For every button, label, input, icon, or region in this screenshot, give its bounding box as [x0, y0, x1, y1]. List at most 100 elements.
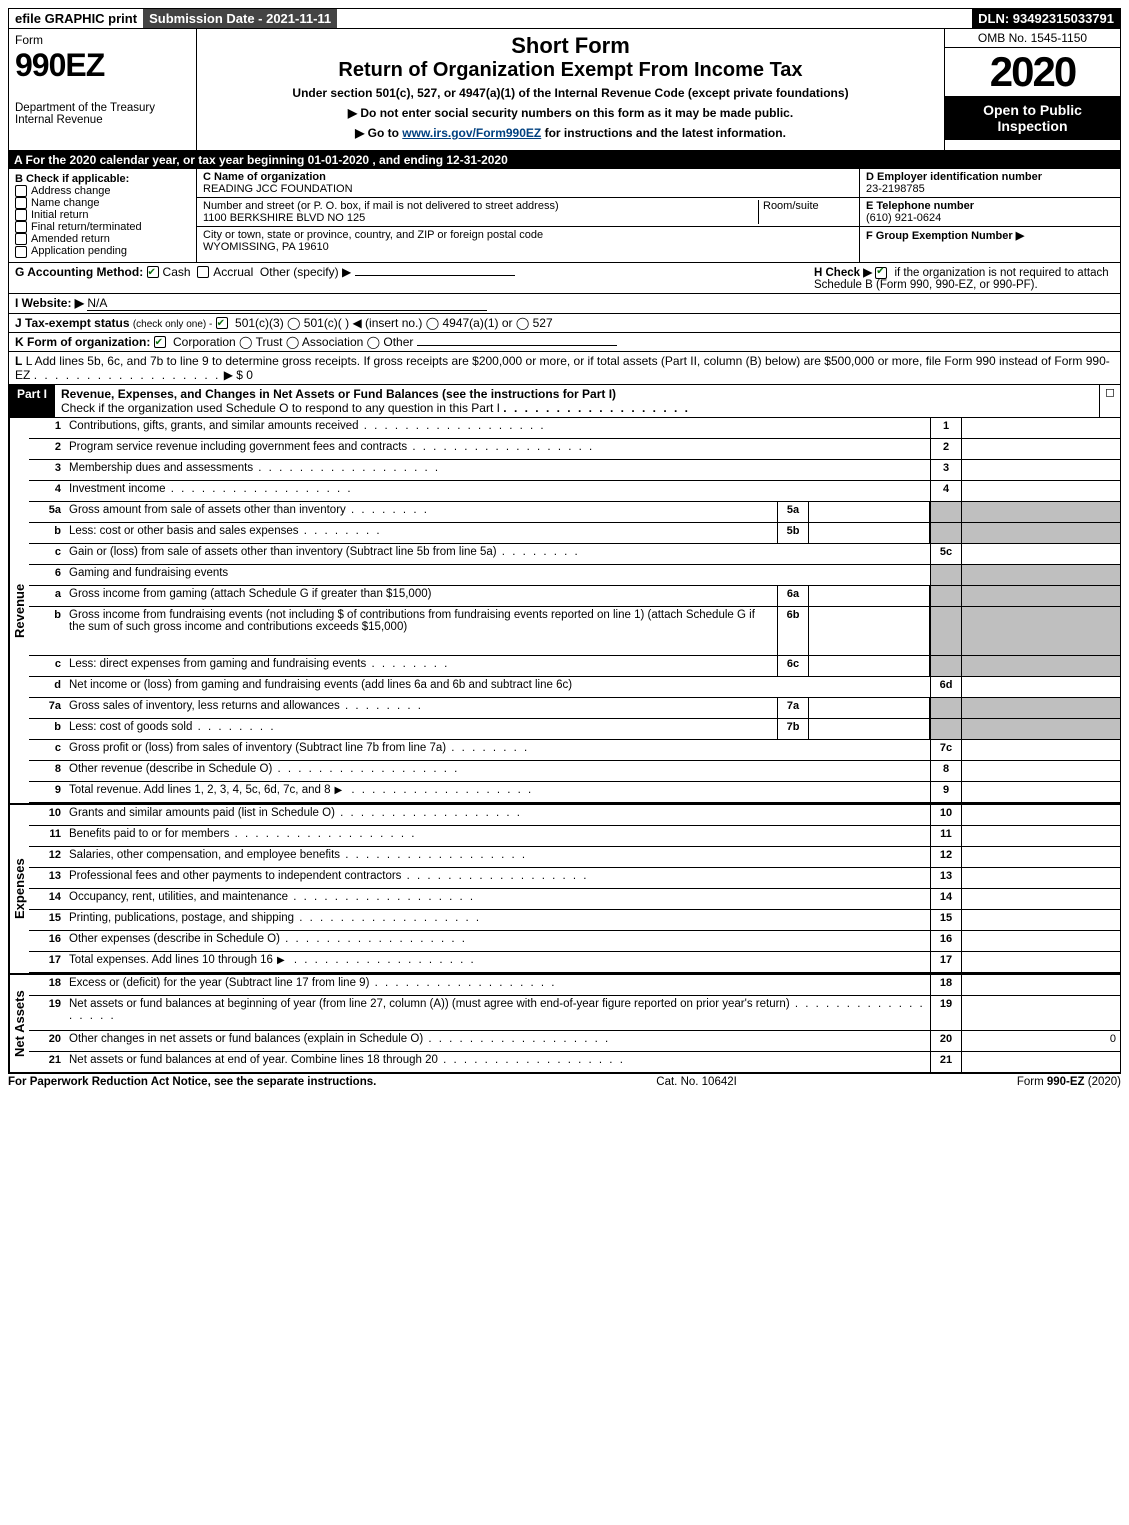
efile-label: efile GRAPHIC print [9, 9, 143, 28]
l-amount: ▶ $ 0 [224, 368, 253, 382]
org-name: READING JCC FOUNDATION [203, 183, 353, 195]
c-name-label: C Name of organization [203, 171, 326, 183]
room-label: Room/suite [763, 200, 819, 212]
chk-address[interactable]: Address change [15, 185, 190, 197]
chk-501c3[interactable] [216, 317, 228, 329]
line-k: K Form of organization: Corporation ◯ Tr… [8, 333, 1121, 352]
top-bar: efile GRAPHIC print Submission Date - 20… [8, 8, 1121, 29]
part1-title: Revenue, Expenses, and Changes in Net As… [61, 387, 616, 401]
tax-year: 2020 [945, 48, 1120, 96]
row-3: 3Membership dues and assessments3 [29, 460, 1120, 481]
revenue-section: Revenue 1Contributions, gifts, grants, a… [8, 418, 1121, 803]
page-footer: For Paperwork Reduction Act Notice, see … [8, 1074, 1121, 1090]
chk-h[interactable] [875, 267, 887, 279]
h-label: H Check ▶ [814, 267, 872, 279]
row-7b: bLess: cost of goods sold7b [29, 719, 1120, 740]
row-14: 14Occupancy, rent, utilities, and mainte… [29, 889, 1120, 910]
org-street: 1100 BERKSHIRE BLVD NO 125 [203, 212, 365, 224]
ein: 23-2198785 [866, 183, 925, 195]
d-ein-label: D Employer identification number [866, 171, 1042, 183]
row-11: 11Benefits paid to or for members11 [29, 826, 1120, 847]
row-20: 20Other changes in net assets or fund ba… [29, 1031, 1120, 1052]
revenue-label: Revenue [9, 418, 29, 803]
j-label: J Tax-exempt status [15, 316, 130, 330]
form-header: Form 990EZ Department of the Treasury In… [8, 29, 1121, 151]
row-5b: bLess: cost or other basis and sales exp… [29, 523, 1120, 544]
i-label: I Website: ▶ [15, 296, 84, 310]
form-label: Form [15, 33, 190, 47]
return-title: Return of Organization Exempt From Incom… [203, 59, 938, 82]
part1-header: Part I Revenue, Expenses, and Changes in… [8, 385, 1121, 418]
expenses-section: Expenses 10Grants and similar amounts pa… [8, 803, 1121, 973]
expenses-label: Expenses [9, 805, 29, 973]
arrow-icon [330, 784, 346, 796]
footer-left: For Paperwork Reduction Act Notice, see … [8, 1076, 376, 1088]
row-6b: bGross income from fundraising events (n… [29, 607, 1120, 656]
line-i: I Website: ▶ N/A [8, 294, 1121, 314]
dept-label: Department of the Treasury [15, 102, 190, 114]
form-number: 990EZ [15, 47, 190, 84]
line-j: J Tax-exempt status (check only one) - 5… [8, 314, 1121, 333]
row-9: 9Total revenue. Add lines 1, 2, 3, 4, 5c… [29, 782, 1120, 803]
line-g-h: G Accounting Method: Cash Accrual Other … [8, 263, 1121, 294]
row-6c: cLess: direct expenses from gaming and f… [29, 656, 1120, 677]
chk-final[interactable]: Final return/terminated [15, 221, 190, 233]
chk-pending[interactable]: Application pending [15, 245, 190, 257]
row-15: 15Printing, publications, postage, and s… [29, 910, 1120, 931]
part1-checkbox[interactable]: ◻ [1099, 385, 1120, 417]
open-inspection: Open to Public Inspection [945, 96, 1120, 140]
no-ssn-notice: ▶ Do not enter social security numbers o… [203, 106, 938, 120]
row-2: 2Program service revenue including gover… [29, 439, 1120, 460]
chk-amended[interactable]: Amended return [15, 233, 190, 245]
row-5c: cGain or (loss) from sale of assets othe… [29, 544, 1120, 565]
goto-post: for instructions and the latest informat… [541, 126, 786, 140]
row-21: 21Net assets or fund balances at end of … [29, 1052, 1120, 1072]
row-6d: dNet income or (loss) from gaming and fu… [29, 677, 1120, 698]
row-8: 8Other revenue (describe in Schedule O)8 [29, 761, 1120, 782]
c-city-label: City or town, state or province, country… [203, 229, 543, 241]
short-form-title: Short Form [203, 33, 938, 59]
part1-check-text: Check if the organization used Schedule … [61, 401, 500, 415]
arrow-icon [273, 954, 289, 966]
netassets-section: Net Assets 18Excess or (deficit) for the… [8, 973, 1121, 1074]
chk-name[interactable]: Name change [15, 197, 190, 209]
omb-number: OMB No. 1545-1150 [945, 29, 1120, 48]
row-1: 1Contributions, gifts, grants, and simil… [29, 418, 1120, 439]
g-label: G Accounting Method: [15, 265, 143, 279]
chk-accrual[interactable] [197, 266, 209, 278]
g-other: Other (specify) ▶ [260, 265, 351, 279]
row-13: 13Professional fees and other payments t… [29, 868, 1120, 889]
k-options: Corporation ◯ Trust ◯ Association ◯ Othe… [173, 335, 413, 349]
j-options: 501(c)(3) ◯ 501(c)( ) ◀ (insert no.) ◯ 4… [235, 316, 553, 330]
irs-label: Internal Revenue [15, 114, 190, 126]
row-5a: 5aGross amount from sale of assets other… [29, 502, 1120, 523]
under-section: Under section 501(c), 527, or 4947(a)(1)… [203, 86, 938, 100]
e-tel-label: E Telephone number [866, 200, 974, 212]
org-city: WYOMISSING, PA 19610 [203, 241, 329, 253]
row-16: 16Other expenses (describe in Schedule O… [29, 931, 1120, 952]
row-4: 4Investment income4 [29, 481, 1120, 502]
website: N/A [87, 296, 487, 311]
row-6a: aGross income from gaming (attach Schedu… [29, 586, 1120, 607]
chk-initial[interactable]: Initial return [15, 209, 190, 221]
section-b-title: B Check if applicable: [15, 173, 190, 185]
row-7c: cGross profit or (loss) from sales of in… [29, 740, 1120, 761]
row-12: 12Salaries, other compensation, and empl… [29, 847, 1120, 868]
dln: DLN: 93492315033791 [972, 9, 1120, 28]
row-7a: 7aGross sales of inventory, less returns… [29, 698, 1120, 719]
row-18: 18Excess or (deficit) for the year (Subt… [29, 975, 1120, 996]
entity-info: B Check if applicable: Address change Na… [8, 169, 1121, 263]
c-addr-label: Number and street (or P. O. box, if mail… [203, 200, 559, 212]
telephone: (610) 921-0624 [866, 212, 941, 224]
f-group-label: F Group Exemption Number ▶ [866, 230, 1024, 242]
j-sublabel: (check only one) - [133, 319, 212, 330]
chk-cash[interactable] [147, 266, 159, 278]
irs-link[interactable]: www.irs.gov/Form990EZ [402, 126, 541, 140]
footer-catno: Cat. No. 10642I [656, 1076, 737, 1088]
row-10: 10Grants and similar amounts paid (list … [29, 805, 1120, 826]
part1-label: Part I [9, 385, 55, 417]
chk-corp[interactable] [154, 336, 166, 348]
row-19: 19Net assets or fund balances at beginni… [29, 996, 1120, 1031]
row-6: 6Gaming and fundraising events [29, 565, 1120, 586]
line-a: A For the 2020 calendar year, or tax yea… [8, 151, 1121, 169]
